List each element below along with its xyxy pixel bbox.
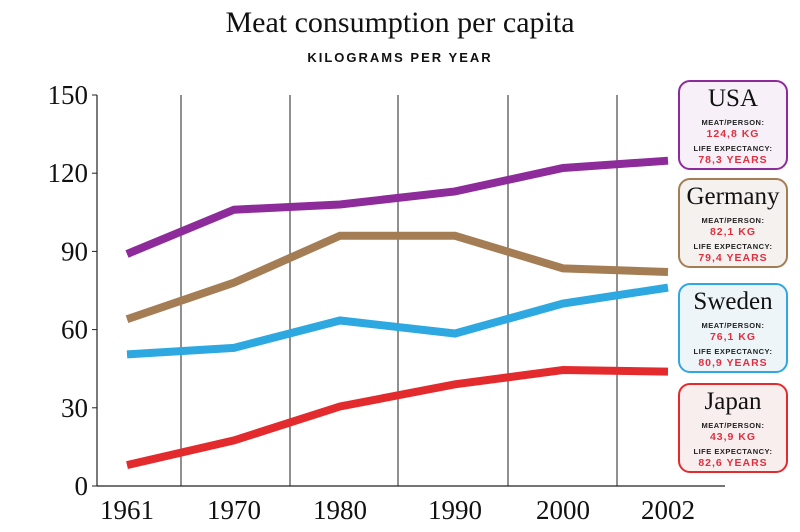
life-value: 79,4 YEARS [698, 252, 768, 264]
series-line-usa [125, 156, 669, 258]
meat-value: 82,1 KG [709, 226, 757, 238]
chart-title: Meat consumption per capita [225, 6, 575, 39]
legend-box-usa: USA MEAT/PERSON: 124,8 KG LIFE EXPECTANCY: 7… [678, 80, 788, 170]
x-tick-label: 1961 [100, 495, 154, 525]
x-tick-label: 2000 [536, 495, 590, 525]
meat-label: MEAT/PERSON: [701, 216, 765, 225]
series-line-sweden [126, 283, 669, 359]
series-line-germany [125, 231, 669, 323]
series-name: Japan [704, 388, 762, 415]
y-tick-label: 150 [48, 80, 89, 110]
series-name: USA [707, 85, 758, 112]
series-line-japan [126, 365, 669, 470]
legend-box-germany: Germany MEAT/PERSON: 82,1 KG LIFE EXPECTANC… [678, 178, 788, 268]
life-value: 78,3 YEARS [698, 154, 768, 166]
life-label: LIFE EXPECTANCY: [693, 347, 773, 356]
life-value: 80,9 YEARS [698, 357, 768, 369]
y-tick-label: 30 [61, 393, 88, 423]
x-tick-label: 1970 [207, 495, 261, 525]
life-label: LIFE EXPECTANCY: [693, 447, 773, 456]
meat-label: MEAT/PERSON: [701, 321, 765, 330]
legend-box-sweden: Sweden MEAT/PERSON: 76,1 KG LIFE EXPECTANCY… [678, 283, 788, 373]
x-tick-label: 1990 [428, 495, 482, 525]
y-tick-label: 60 [61, 315, 88, 345]
meat-label: MEAT/PERSON: [701, 118, 765, 127]
meat-label: MEAT/PERSON: [701, 421, 765, 430]
life-label: LIFE EXPECTANCY: [693, 242, 773, 251]
life-value: 82,6 YEARS [698, 457, 768, 469]
series-name: Germany [686, 183, 780, 210]
life-label: LIFE EXPECTANCY: [693, 144, 773, 153]
meat-value: 124,8 KG [706, 128, 760, 140]
x-tick-label: 2002 [641, 495, 695, 525]
series-name: Sweden [693, 288, 773, 315]
y-tick-label: 0 [75, 471, 89, 501]
meat-value: 76,1 KG [709, 331, 757, 343]
legend-box-japan: Japan MEAT/PERSON: 43,9 KG LIFE EXPECTANCY:… [678, 383, 788, 473]
y-tick-label: 90 [61, 236, 88, 266]
meat-value: 43,9 KG [709, 431, 757, 443]
y-tick-label: 120 [48, 158, 89, 188]
x-tick-label: 1980 [313, 495, 367, 525]
chart-subtitle: KILOGRAMS PER YEAR [307, 50, 493, 65]
